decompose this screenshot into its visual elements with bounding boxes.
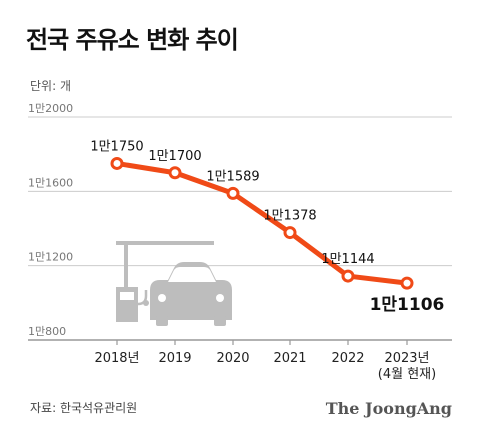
series bbox=[110, 156, 414, 290]
data-point bbox=[400, 276, 414, 290]
data-label: 1만1589 bbox=[206, 169, 259, 184]
x-tick-label: 2022 bbox=[331, 351, 364, 366]
data-point bbox=[226, 186, 240, 200]
data-point bbox=[110, 156, 124, 170]
brand-logo: The JoongAng bbox=[326, 399, 452, 418]
data-label: 1만1144 bbox=[321, 252, 374, 267]
series-line bbox=[114, 160, 410, 286]
data-label: 1만1378 bbox=[263, 209, 316, 224]
gas-station-icon bbox=[116, 241, 214, 322]
x-axis: 2018년 2019 2020 2021 2022 2023년(4월 현재) bbox=[94, 340, 436, 382]
unit-label: 단위: 개 bbox=[30, 79, 71, 93]
y-axis: 1만800 1만1200 1만1600 1만2000 bbox=[28, 102, 73, 338]
chart-title: 전국 주유소 변화 추이 bbox=[26, 26, 238, 54]
y-tick-label: 1만800 bbox=[28, 325, 66, 338]
data-labels: 1만1750 1만1700 1만1589 1만1378 1만1144 1만1106 bbox=[90, 139, 444, 315]
data-point bbox=[341, 269, 355, 283]
source-note: 자료: 한국석유관리원 bbox=[30, 401, 137, 415]
data-label: 1만1106 bbox=[370, 295, 445, 315]
y-tick-label: 1만1600 bbox=[28, 176, 73, 189]
x-tick-sublabel: (4월 현재) bbox=[378, 367, 436, 382]
x-tick-label: 2020 bbox=[216, 351, 249, 366]
x-tick-label: 2018년 bbox=[94, 351, 139, 366]
car-icon bbox=[150, 262, 232, 326]
data-label: 1만1750 bbox=[90, 139, 143, 154]
grid bbox=[28, 116, 452, 341]
data-label: 1만1700 bbox=[148, 149, 201, 164]
x-tick-label: 2021 bbox=[273, 351, 306, 366]
data-point bbox=[283, 226, 297, 240]
x-tick-label: 2023년 bbox=[384, 351, 429, 366]
x-tick-label: 2019 bbox=[158, 351, 191, 366]
data-point bbox=[168, 166, 182, 180]
y-tick-label: 1만1200 bbox=[28, 251, 73, 264]
y-tick-label: 1만2000 bbox=[28, 102, 73, 115]
